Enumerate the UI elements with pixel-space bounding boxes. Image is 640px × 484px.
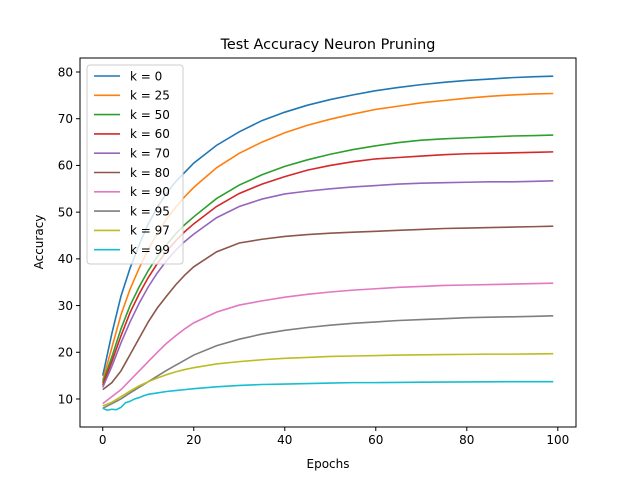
y-tick-label: 60 [58, 159, 73, 173]
y-tick-label: 10 [58, 392, 73, 406]
legend-label: k = 50 [130, 108, 170, 122]
legend-label: k = 25 [130, 89, 170, 103]
y-tick-label: 80 [58, 65, 73, 79]
legend-label: k = 80 [130, 166, 170, 180]
x-tick-label: 0 [99, 433, 107, 447]
series-line-6 [102, 282, 554, 405]
legend-label: k = 99 [130, 243, 170, 257]
series-line-4 [102, 180, 554, 388]
x-tick-label: 60 [368, 433, 383, 447]
x-tick-label: 40 [277, 433, 292, 447]
legend-label: k = 97 [130, 224, 170, 238]
y-axis-label: Accuracy [32, 215, 46, 270]
y-tick-label: 70 [58, 112, 73, 126]
legend-label: k = 95 [130, 204, 170, 218]
legend-label: k = 60 [130, 127, 170, 141]
y-axis-ticks: 10 20 30 40 50 60 70 80 [58, 65, 80, 406]
chart-title: Test Accuracy Neuron Pruning [220, 37, 436, 53]
y-tick-label: 30 [58, 299, 73, 313]
series-line-3 [102, 151, 554, 386]
series-line-2 [101, 134, 554, 383]
plot-frame [79, 57, 577, 428]
y-tick-label: 40 [58, 252, 73, 266]
legend-label: k = 70 [130, 147, 170, 161]
x-tick-label: 80 [459, 433, 474, 447]
x-axis-label: Epochs [307, 457, 350, 471]
series-line-5 [102, 225, 554, 391]
y-tick-label: 20 [58, 346, 73, 360]
legend: k = 0 k = 25 k = 50 k = 60 k = 70 k = 80 k = 9… [86, 64, 184, 265]
x-axis-ticks: 0 20 40 60 80 100 [99, 427, 569, 447]
x-tick-label: 100 [546, 433, 569, 447]
legend-label: k = 90 [130, 185, 170, 199]
series-line-9 [102, 380, 554, 412]
series-line-7 [102, 315, 554, 410]
y-tick-label: 50 [58, 205, 73, 219]
x-tick-label: 20 [186, 433, 201, 447]
legend-label: k = 0 [130, 69, 162, 83]
series-line-8 [102, 352, 554, 407]
